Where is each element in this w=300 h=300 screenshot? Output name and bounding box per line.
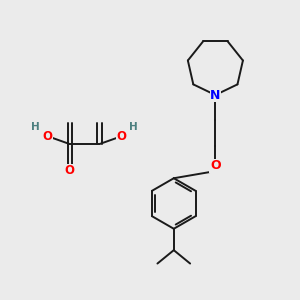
Text: O: O bbox=[43, 130, 53, 142]
Text: O: O bbox=[65, 164, 75, 177]
Text: O: O bbox=[210, 159, 221, 172]
Text: N: N bbox=[210, 88, 220, 101]
Text: H: H bbox=[129, 122, 138, 132]
Text: H: H bbox=[31, 122, 39, 132]
Text: O: O bbox=[116, 130, 127, 142]
